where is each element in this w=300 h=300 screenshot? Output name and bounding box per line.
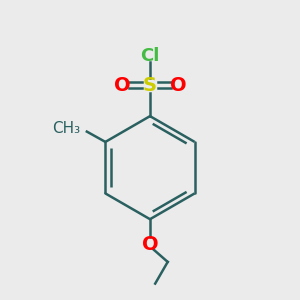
Text: S: S [143,76,157,95]
Text: O: O [114,76,130,95]
Text: Cl: Cl [140,47,160,65]
Text: O: O [170,76,186,95]
Text: O: O [142,235,158,254]
Text: CH₃: CH₃ [52,121,80,136]
